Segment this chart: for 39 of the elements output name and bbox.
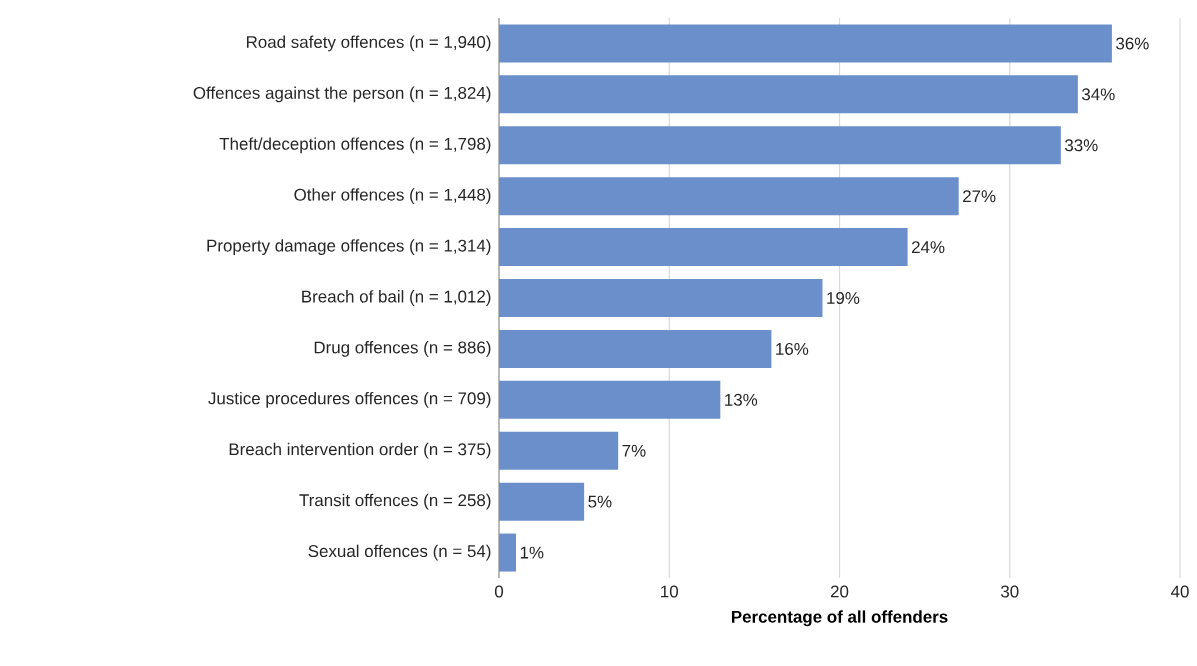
y-tick-label: Transit offences (n = 258) (299, 493, 491, 510)
data-label: 24% (911, 241, 945, 254)
bar (499, 177, 959, 216)
bar (499, 279, 823, 317)
data-label: 36% (1116, 37, 1149, 50)
bar (499, 380, 721, 419)
x-tick-label: 10 (661, 585, 679, 598)
y-tick-label: Breach of bail (n = 1,012) (302, 290, 491, 306)
bar (499, 482, 585, 521)
y-tick-label: Road safety offences (n = 1,940) (246, 35, 491, 52)
x-tick-label: 30 (1000, 585, 1019, 598)
data-label: 13% (725, 393, 758, 406)
bar (499, 329, 772, 368)
bar (499, 75, 1078, 114)
data-label: 27% (963, 190, 996, 203)
y-tick-label: Sexual offences (n = 54) (308, 544, 491, 561)
y-tick-label: Other offences (n = 1,448) (294, 188, 491, 205)
bar (499, 533, 517, 572)
x-tick-label: 0 (494, 585, 504, 598)
y-tick-label: Justice procedures offences (n = 709) (208, 391, 491, 408)
bar (499, 24, 1112, 63)
data-label: 34% (1082, 88, 1115, 101)
y-tick-label: Theft/deception offences (n = 1,798) (219, 137, 491, 154)
data-label: 5% (588, 495, 612, 508)
y-tick-label: Property damage offences (n = 1,314) (207, 239, 491, 255)
data-label: 7% (622, 444, 646, 457)
data-label: 19% (827, 292, 860, 305)
x-axis-title: Percentage of all offenders (731, 610, 948, 627)
x-tick-label: 20 (830, 585, 849, 598)
data-label: 16% (776, 342, 809, 355)
y-tick-label: Offences against the person (n = 1,824) (193, 86, 491, 103)
bar (499, 431, 619, 470)
y-tick-label: Drug offences (n = 886) (314, 341, 491, 357)
data-label: 1% (520, 546, 544, 559)
bar (499, 126, 1061, 165)
x-tick-label: 40 (1170, 585, 1189, 598)
bar (499, 228, 908, 267)
y-tick-label: Breach intervention order (n = 375) (229, 442, 491, 459)
data-label: 33% (1064, 139, 1098, 152)
